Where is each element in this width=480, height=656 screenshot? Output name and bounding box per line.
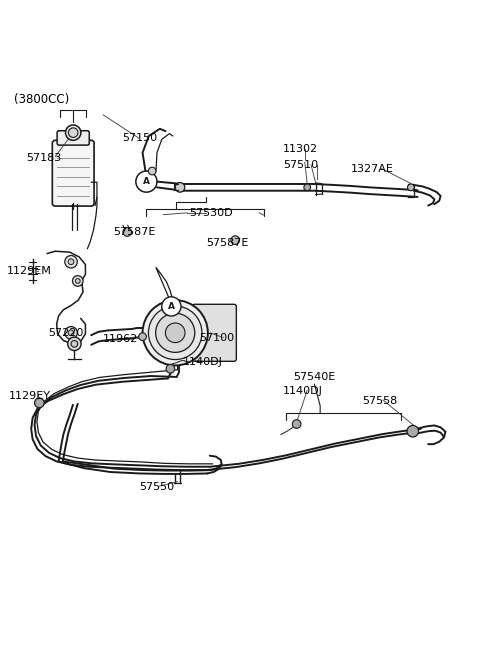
Circle shape [75,279,80,283]
Text: 57540E: 57540E [293,372,335,382]
Circle shape [65,256,77,268]
Text: 11302: 11302 [283,144,318,154]
Circle shape [139,333,146,340]
Text: (3800CC): (3800CC) [14,94,70,106]
Text: 1129EY: 1129EY [9,391,51,401]
FancyBboxPatch shape [57,131,89,145]
Text: A: A [168,302,175,311]
Circle shape [65,125,81,140]
Circle shape [166,365,175,373]
Text: 57100: 57100 [199,333,234,342]
Circle shape [231,236,240,245]
Text: 57183: 57183 [26,153,61,163]
Text: 57530D: 57530D [190,208,233,218]
Text: 57150: 57150 [122,133,157,144]
Text: A: A [143,177,150,186]
Circle shape [408,184,414,191]
Circle shape [148,167,156,175]
Text: 57587E: 57587E [113,227,155,237]
Circle shape [68,259,74,264]
Circle shape [69,128,78,138]
Text: 57550: 57550 [139,482,174,493]
Circle shape [292,420,301,428]
Circle shape [162,297,181,316]
Circle shape [166,323,185,342]
Circle shape [72,276,83,286]
FancyBboxPatch shape [52,140,94,206]
Circle shape [136,171,157,192]
Text: 1140DJ: 1140DJ [283,386,323,396]
Circle shape [407,426,419,437]
Circle shape [148,306,202,359]
Text: 11962: 11962 [103,333,138,344]
Text: 57587E: 57587E [206,237,249,247]
Circle shape [35,398,44,407]
Circle shape [175,182,185,192]
Text: 57510: 57510 [283,160,318,170]
Circle shape [304,184,311,191]
Circle shape [71,340,78,347]
Circle shape [68,337,81,350]
Text: 1129EM: 1129EM [7,266,52,276]
Text: 1327AE: 1327AE [350,163,393,174]
Circle shape [65,327,77,339]
FancyBboxPatch shape [192,304,236,361]
Text: 57558: 57558 [362,396,397,406]
Circle shape [156,313,195,352]
Text: 1140DJ: 1140DJ [182,357,222,367]
Circle shape [68,330,74,336]
Circle shape [123,228,132,236]
Circle shape [143,300,208,365]
Text: 57220: 57220 [48,328,84,338]
